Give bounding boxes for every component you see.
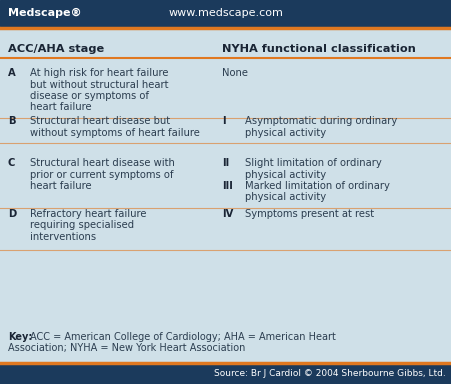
Text: heart failure: heart failure [30, 181, 92, 191]
Text: Refractory heart failure: Refractory heart failure [30, 209, 146, 219]
Text: Slight limitation of ordinary: Slight limitation of ordinary [244, 158, 381, 168]
Text: physical activity: physical activity [244, 169, 326, 179]
Text: Structural heart disease with: Structural heart disease with [30, 158, 175, 168]
Text: ACC/AHA stage: ACC/AHA stage [8, 44, 104, 54]
Text: II: II [221, 158, 229, 168]
Text: III: III [221, 181, 232, 191]
Text: physical activity: physical activity [244, 192, 326, 202]
Text: C: C [8, 158, 15, 168]
Text: Marked limitation of ordinary: Marked limitation of ordinary [244, 181, 389, 191]
Text: At high risk for heart failure: At high risk for heart failure [30, 68, 168, 78]
Text: Source: Br J Cardiol © 2004 Sherbourne Gibbs, Ltd.: Source: Br J Cardiol © 2004 Sherbourne G… [214, 369, 445, 379]
Text: www.medscape.com: www.medscape.com [168, 8, 283, 18]
Text: ACC = American College of Cardiology; AHA = American Heart: ACC = American College of Cardiology; AH… [30, 332, 335, 342]
Text: requiring specialised: requiring specialised [30, 220, 134, 230]
Text: Asymptomatic during ordinary: Asymptomatic during ordinary [244, 116, 396, 126]
Text: IV: IV [221, 209, 233, 219]
Text: Association; NYHA = New York Heart Association: Association; NYHA = New York Heart Assoc… [8, 344, 245, 354]
Text: D: D [8, 209, 16, 219]
Text: prior or current symptoms of: prior or current symptoms of [30, 169, 173, 179]
Text: physical activity: physical activity [244, 127, 326, 137]
Text: interventions: interventions [30, 232, 96, 242]
Text: without symptoms of heart failure: without symptoms of heart failure [30, 127, 199, 137]
Text: B: B [8, 116, 15, 126]
Text: None: None [221, 68, 248, 78]
Text: heart failure: heart failure [30, 103, 92, 113]
Text: Symptoms present at rest: Symptoms present at rest [244, 209, 373, 219]
Text: A: A [8, 68, 16, 78]
Bar [0, 364, 451, 384]
Text: NYHA functional classification: NYHA functional classification [221, 44, 415, 54]
Text: disease or symptoms of: disease or symptoms of [30, 91, 149, 101]
Text: I: I [221, 116, 225, 126]
Text: Medscape®: Medscape® [8, 8, 82, 18]
Bar [0, 0, 451, 26]
Text: Key:: Key: [8, 332, 32, 342]
Text: Structural heart disease but: Structural heart disease but [30, 116, 170, 126]
Text: but without structural heart: but without structural heart [30, 79, 168, 89]
